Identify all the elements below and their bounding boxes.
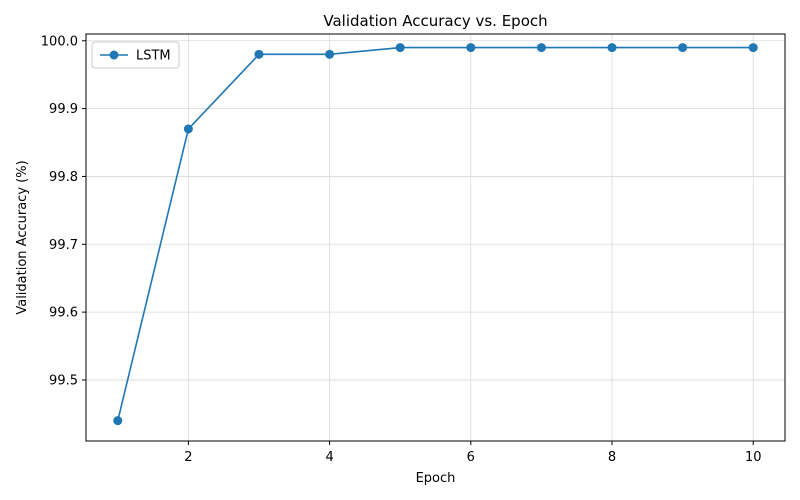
x-tick-label: 10 xyxy=(745,450,762,465)
x-tick-label: 8 xyxy=(608,450,616,465)
y-tick-label: 99.6 xyxy=(49,306,78,321)
data-point xyxy=(183,124,193,134)
legend-label: LSTM xyxy=(136,49,171,64)
legend-box xyxy=(91,41,180,69)
data-point xyxy=(466,43,476,53)
y-tick-label: 99.7 xyxy=(49,238,78,253)
chart-title: Validation Accuracy vs. Epoch xyxy=(323,12,547,30)
y-tick-label: 99.9 xyxy=(49,102,78,117)
data-point xyxy=(536,43,546,53)
x-axis-title: Epoch xyxy=(416,471,456,486)
data-point xyxy=(395,43,405,53)
legend-marker xyxy=(109,50,119,60)
y-axis-title: Validation Accuracy (%) xyxy=(15,160,30,314)
y-tick-label: 100.0 xyxy=(41,34,78,49)
data-point xyxy=(113,416,123,426)
ticks: 2 4 6 8 10 99.5 99.6 99.7 99.8 99.9 100.0 xyxy=(41,34,762,465)
data-point xyxy=(254,49,264,59)
x-tick-label: 2 xyxy=(184,450,192,465)
x-tick-label: 6 xyxy=(467,450,475,465)
series-layer xyxy=(113,43,758,426)
y-tick-label: 99.8 xyxy=(49,170,78,185)
data-point xyxy=(325,49,335,59)
data-point xyxy=(748,43,758,53)
x-tick-label: 4 xyxy=(325,450,333,465)
legend: LSTM xyxy=(91,41,180,69)
y-tick-label: 99.5 xyxy=(49,373,78,388)
grid xyxy=(86,34,785,441)
series-line-lstm xyxy=(116,46,754,421)
data-point xyxy=(607,43,617,53)
plot-frame xyxy=(85,33,786,442)
data-point xyxy=(678,43,688,53)
